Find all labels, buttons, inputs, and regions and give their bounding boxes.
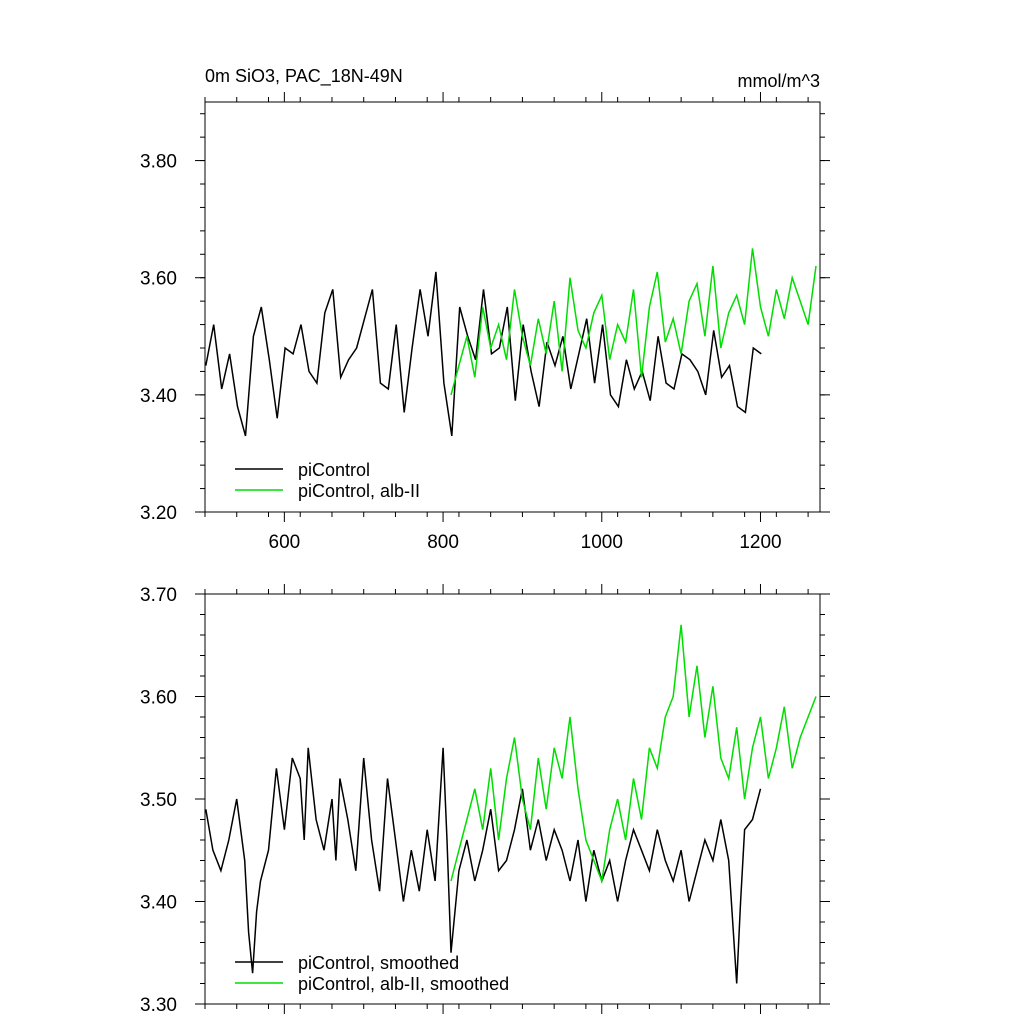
bottom-legend: piControl, smoothed piControl, alb-II, s… [235,953,509,994]
bottom-legend-label-1: piControl, smoothed [298,953,459,973]
top-plot-frame [204,101,821,513]
bottom-y-tick-label: 3.30 [140,995,177,1016]
bottom-series-lines [205,624,817,984]
bottom-axis-ticks: 3.30 3.40 3.50 3.60 3.70 [140,584,830,1016]
top-legend-label-1: piControl [298,460,370,480]
top-legend-label-2: piControl, alb-II [298,481,420,501]
top-axis-ticks: 600 800 1000 1200 3.20 3.40 3.60 3.80 [140,92,830,553]
bottom-series-line-2 [450,624,817,884]
bottom-plot-frame [204,593,821,1005]
bottom-legend-label-2: piControl, alb-II, smoothed [298,974,509,994]
top-legend: piControl piControl, alb-II [235,460,420,501]
bottom-y-tick-label: 3.70 [140,585,177,606]
bottom-y-tick-label: 3.60 [140,688,177,709]
top-y-tick-label: 3.40 [140,386,177,407]
bottom-panel: 3.30 3.40 3.50 3.60 3.70 piControl, smoothed… [140,584,830,1016]
top-panel: 0m SiO3, PAC_18N-49N mmol/m^3 600 800 1000… [140,66,830,553]
bottom-series-line-1 [205,747,762,984]
top-y-tick-label: 3.80 [140,152,177,173]
bottom-y-tick-label: 3.40 [140,893,177,914]
top-x-tick-label: 1000 [581,532,623,553]
top-y-tick-label: 3.20 [140,503,177,524]
top-chart-units: mmol/m^3 [738,71,820,91]
top-series-line-2 [450,248,817,396]
top-chart-title: 0m SiO3, PAC_18N-49N [205,66,403,87]
top-series-line-1 [205,271,762,437]
top-series-lines [205,248,817,437]
top-x-tick-label: 600 [269,532,301,553]
top-x-tick-label: 800 [427,532,459,553]
bottom-y-tick-label: 3.50 [140,790,177,811]
top-y-tick-label: 3.60 [140,269,177,290]
top-x-tick-label: 1200 [739,532,781,553]
